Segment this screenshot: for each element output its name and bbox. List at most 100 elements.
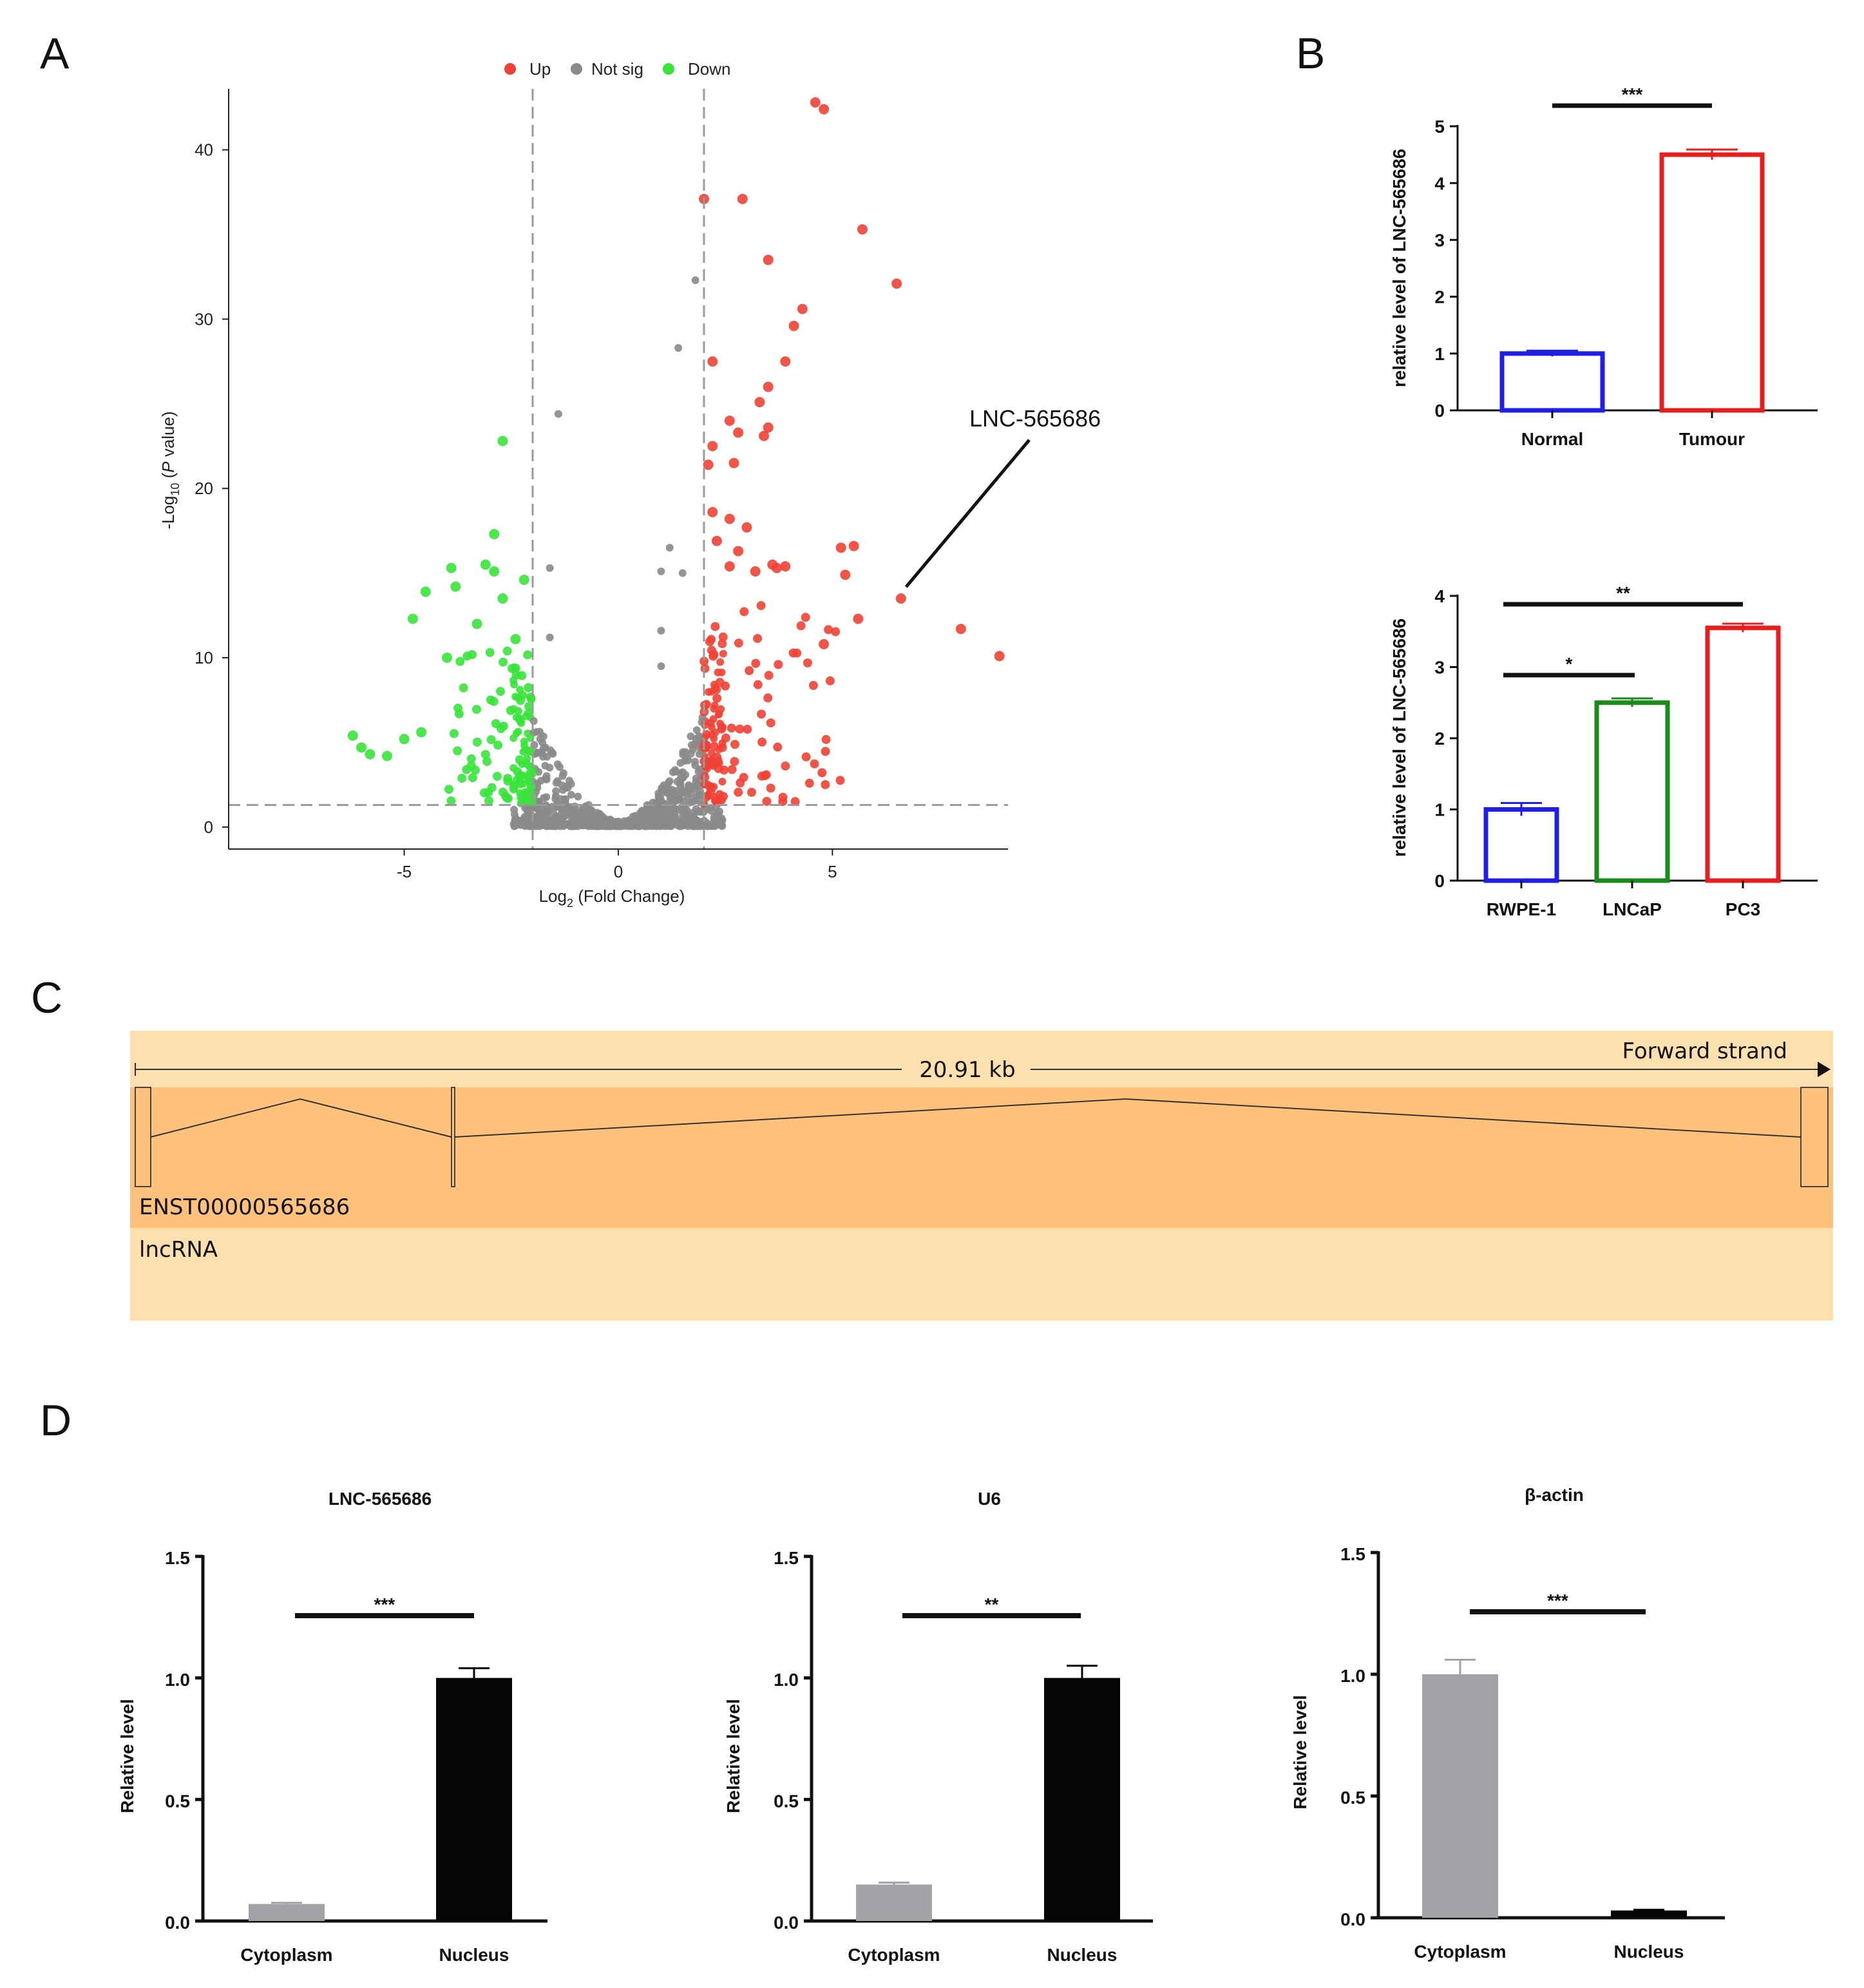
volcano-point-down [480,559,491,570]
volcano-point-down [484,796,493,806]
volcano-point-up [819,639,830,650]
volcano-point-down [356,742,367,753]
volcano-point-not-sig [644,802,652,810]
volcano-point-up [773,742,783,752]
volcano-point-not-sig [687,750,695,758]
volcano-point-not-sig [546,633,554,642]
volcano-point-up [778,792,788,802]
volcano-point-down [420,586,431,597]
bar [1044,1677,1120,1921]
volcano-point-not-sig [681,757,689,765]
volcano-plot: Up Not sig Down -5 0 5 0 10 20 30 40 Log2 (Fold… [158,59,1101,910]
volcano-point-not-sig [567,790,575,799]
volcano-point-not-sig [539,732,547,741]
y-tick-label: 0.0 [165,1913,190,1933]
volcano-point-not-sig [638,810,646,818]
volcano-point-down [485,647,495,657]
volcano-point-cloud [444,601,845,830]
volcano-point-down [502,793,511,803]
volcano-point-down [489,566,500,577]
volcano-point-up [763,422,774,433]
volcano-point-up [700,664,710,673]
x-tick-label: -5 [397,862,412,881]
volcano-point-not-sig [551,795,560,803]
volcano-point-not-sig [667,793,675,801]
volcano-point-down [497,593,508,604]
volcano-point-down [502,646,512,656]
bar [436,1677,512,1921]
volcano-point-not-sig [510,805,518,814]
bar [1422,1674,1498,1918]
volcano-point-up [707,441,718,452]
y-tick-label: 1.5 [774,1548,799,1568]
volcano-point-not-sig [674,344,683,352]
y-tick-label: 1.0 [1340,1666,1365,1686]
volcano-point-down [399,734,410,745]
chart-title: U6 [978,1489,1001,1509]
transcript-band [130,1087,1833,1228]
volcano-point-not-sig [665,544,674,552]
annotation-leader-line [904,439,1031,588]
volcano-point-up [824,625,833,635]
volcano-point-up [710,796,720,806]
volcano-point-down [510,634,521,645]
volcano-point-not-sig [547,816,555,824]
volcano-point-up [764,671,774,680]
volcano-point-up [717,705,725,713]
volcano-point-up [712,685,721,694]
volcano-point-not-sig [715,821,723,829]
volcano-point-up [724,416,735,426]
volcano-point-not-sig [691,758,699,766]
volcano-point-not-sig [559,769,567,778]
volcano-point-not-sig [674,819,683,828]
volcano-point-not-sig [556,763,564,771]
volcano-point-up [763,254,774,265]
volcano-point-not-sig [646,815,654,823]
volcano-point-up [727,765,737,774]
volcano-point-up [710,705,718,713]
volcano-point-down [450,729,459,738]
volcano-point-not-sig [668,786,676,794]
volcano-point-up [730,740,739,749]
volcano-point-down [519,748,528,756]
y-tick-label: 0.0 [1340,1909,1365,1929]
volcano-point-up [780,356,791,367]
volcano-point-up [801,752,811,761]
x-tick-label: RWPE-1 [1487,899,1556,919]
volcano-point-up [751,658,761,668]
y-tick-label: 2 [1434,729,1445,749]
volcano-point-not-sig [544,808,552,817]
gene-track: 20.91 kb Forward strand ENST00000565686 … [130,1031,1833,1321]
volcano-point-up [774,660,783,669]
volcano-point-down [482,757,492,767]
volcano-point-down [496,687,505,696]
bar [1594,700,1670,883]
volcano-point-up [733,427,744,438]
volcano-point-not-sig [538,747,546,755]
bar-chart-lnc-localization: 0.0 0.5 1.0 1.5 Cytoplasm Nucleus *** Relative … [117,1489,547,1965]
volcano-point-down [524,709,533,718]
volcano-notable-points [347,97,1005,761]
volcano-point-up [757,709,766,719]
chart-title: β-actin [1525,1485,1584,1505]
volcano-point-up [821,734,831,744]
bar-chart-tissue: 0 1 2 3 4 5 Normal Tumour *** relative level of L… [1389,84,1818,449]
volcano-point-down [471,765,480,775]
volcano-point-not-sig [541,761,549,770]
panel-letter-b: B [1296,29,1325,78]
volcano-point-down [471,618,482,629]
intron-2 [454,1098,1802,1138]
volcano-point-down [472,705,481,714]
volcano-point-not-sig [529,717,538,725]
volcano-point-not-sig [553,812,561,821]
annotation-label: LNC-565686 [969,405,1101,432]
volcano-point-down [513,767,522,776]
volcano-point-not-sig [685,783,693,791]
legend-label-down: Down [688,59,730,79]
bar-chart-actin-localization: 0.0 0.5 1.0 1.5 Cytoplasm Nucleus *** Relative … [1290,1485,1725,1962]
volcano-point-down [480,750,490,760]
volcano-point-not-sig [554,410,562,418]
volcano-point-not-sig [652,805,660,813]
volcano-point-up [955,624,966,635]
volcano-point-down [506,706,515,715]
